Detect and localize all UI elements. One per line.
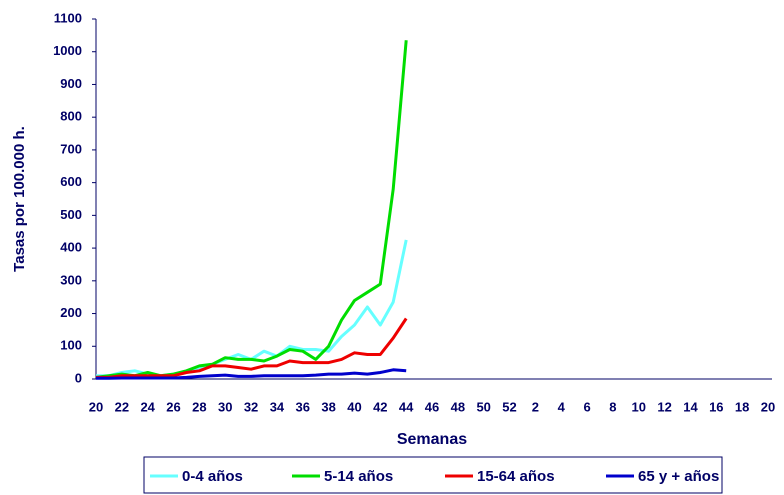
x-tick-label: 46: [425, 399, 439, 414]
y-tick-label: 700: [60, 141, 82, 156]
x-tick-label: 10: [632, 399, 646, 414]
x-tick-label: 22: [115, 399, 129, 414]
x-tick-label: 28: [192, 399, 206, 414]
y-tick-label: 100: [60, 338, 82, 353]
y-tick-label: 400: [60, 240, 82, 255]
series-line: [96, 239, 408, 378]
legend-label: 0-4 años: [182, 468, 243, 485]
y-tick-label: 900: [60, 76, 82, 91]
y-axis-label: Tasas por 100.000 h.: [11, 126, 28, 272]
x-tick-label: 4: [558, 399, 566, 414]
x-tick-label: 12: [657, 399, 671, 414]
x-tick-label: 26: [166, 399, 180, 414]
x-tick-label: 6: [583, 399, 590, 414]
x-tick-label: 38: [321, 399, 335, 414]
y-tick-label: 1000: [53, 43, 82, 58]
y-tick-label: 0: [75, 370, 82, 385]
legend-label: 15-64 años: [477, 468, 555, 485]
x-tick-label: 34: [270, 399, 285, 414]
x-tick-label: 40: [347, 399, 361, 414]
legend-label: 5-14 años: [324, 468, 393, 485]
x-tick-label: 24: [140, 399, 155, 414]
x-tick-label: 32: [244, 399, 258, 414]
series-line: [96, 317, 408, 379]
x-tick-label: 36: [296, 399, 310, 414]
x-tick-label: 44: [399, 399, 414, 414]
x-tick-label: 20: [761, 399, 775, 414]
x-tick-label: 2: [532, 399, 539, 414]
legend-label: 65 y + años: [638, 468, 719, 485]
x-tick-label: 20: [89, 399, 103, 414]
x-tick-label: 48: [451, 399, 465, 414]
y-tick-label: 600: [60, 174, 82, 189]
x-tick-label: 14: [683, 399, 698, 414]
x-axis-label: Semanas: [397, 431, 467, 448]
legend-box: [143, 456, 723, 494]
y-tick-label: 300: [60, 272, 82, 287]
x-tick-label: 30: [218, 399, 232, 414]
series-line: [96, 368, 407, 380]
x-tick-label: 42: [373, 399, 387, 414]
y-tick-label: 200: [60, 305, 82, 320]
series-line: [95, 40, 408, 379]
y-tick-label: 800: [60, 109, 82, 124]
x-tick-label: 50: [476, 399, 490, 414]
x-tick-label: 8: [609, 399, 616, 414]
x-tick-label: 18: [735, 399, 749, 414]
x-tick-label: 16: [709, 399, 723, 414]
x-tick-label: 52: [502, 399, 516, 414]
y-tick-label: 500: [60, 207, 82, 222]
y-tick-label: 1100: [54, 10, 82, 25]
